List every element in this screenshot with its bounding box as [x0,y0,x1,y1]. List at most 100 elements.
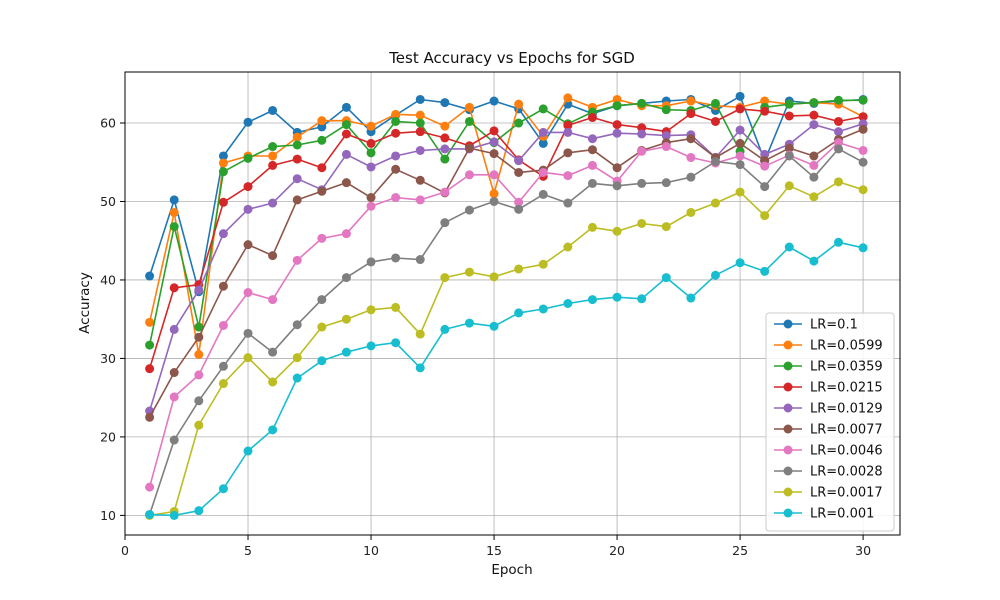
data-point [218,151,228,161]
data-point [268,377,278,387]
data-point [415,110,425,120]
data-point [366,201,376,211]
data-point [464,143,474,153]
data-point [735,125,745,135]
data-point [587,222,597,232]
data-point [169,435,179,445]
series-line [148,148,864,515]
data-point [169,510,179,520]
data-point [784,111,794,121]
legend-marker [783,403,793,413]
data-point [268,347,278,357]
legend-marker [783,445,793,455]
data-point [784,181,794,191]
data-point [809,160,819,170]
data-point [858,112,868,122]
legend: LR=0.1 LR=0.0599 LR=0.0359 LR=0.0215 LR=0.01… [765,312,895,532]
series-layer [145,91,868,520]
series-lr-0-001 [145,237,868,520]
data-point [489,196,499,206]
data-point [391,128,401,138]
x-tick-label: 0 [121,543,129,558]
data-point [292,353,302,363]
data-point [194,285,204,295]
data-point [169,368,179,378]
data-point [464,170,474,180]
data-point [784,99,794,109]
data-point [218,484,228,494]
legend-item: LR=0.0129 [774,402,883,417]
data-point [440,133,450,143]
legend-marker [783,319,793,329]
data-point [710,98,720,108]
data-point [169,392,179,402]
data-point [341,102,351,112]
data-point [194,396,204,406]
series-lr-0-0046 [145,138,868,492]
data-point [366,193,376,203]
data-point [317,233,327,243]
data-point [710,270,720,280]
data-point [366,138,376,148]
x-tick-label: 5 [244,543,252,558]
data-point [514,118,524,128]
data-point [661,222,671,232]
data-point [710,156,720,166]
data-point [784,151,794,161]
data-point [760,96,770,106]
data-point [292,373,302,383]
data-point [218,167,228,177]
data-point [440,273,450,283]
data-point [218,158,228,168]
data-point [292,255,302,265]
data-point [194,350,204,360]
data-point [587,160,597,170]
data-point [686,172,696,182]
data-point [366,341,376,351]
data-point [415,363,425,373]
x-tick-label: 15 [486,543,502,558]
data-point [587,145,597,155]
data-point [833,144,843,154]
data-point [268,295,278,305]
data-point [145,482,155,492]
data-point [268,198,278,208]
data-point [587,134,597,144]
data-point [612,163,622,173]
data-point [612,94,622,104]
data-point [489,321,499,331]
data-point [268,160,278,170]
data-point [563,127,573,137]
data-point [514,99,524,109]
data-point [563,120,573,130]
data-point [833,116,843,126]
series-lr-0-0359 [145,95,868,350]
legend-label: LR=0.0028 [810,465,883,480]
data-point [833,138,843,148]
series-line [149,241,864,517]
data-point [538,104,548,114]
data-point [218,229,228,239]
data-point [587,178,597,188]
data-point [686,134,696,144]
data-point [341,149,351,159]
data-point [538,259,548,269]
data-point [218,281,228,291]
data-point [514,308,524,318]
data-point [317,116,327,126]
data-point [440,218,450,228]
y-tick-label: 10 [100,508,116,523]
data-point [833,237,843,247]
data-point [243,182,253,192]
data-point [686,207,696,217]
data-point [317,322,327,332]
data-point [218,361,228,371]
data-point [415,118,425,128]
x-tick-label: 30 [855,543,871,558]
data-point [268,105,278,115]
data-point [858,145,868,155]
data-point [760,161,770,171]
data-point [145,340,155,350]
x-tick-label: 25 [732,543,748,558]
data-point [587,295,597,305]
